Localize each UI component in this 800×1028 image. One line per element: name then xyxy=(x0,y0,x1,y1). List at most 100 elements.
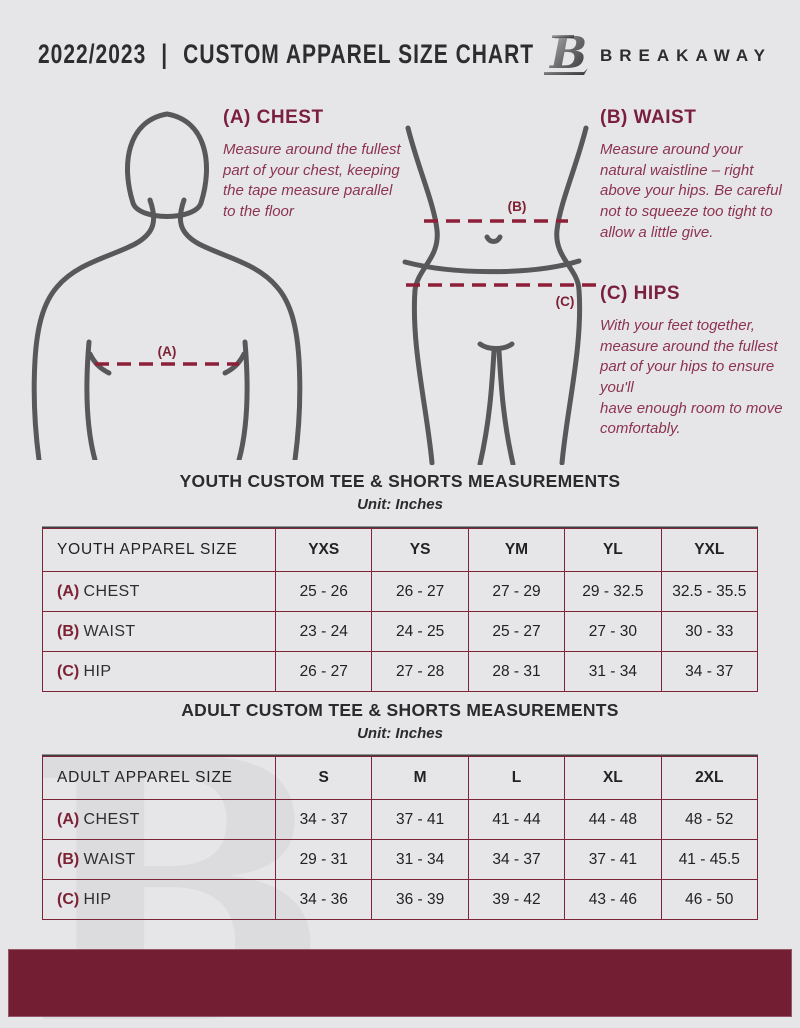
row-label: WAIST xyxy=(83,850,136,868)
row-label: HIP xyxy=(83,890,112,908)
row-key: (A) xyxy=(57,582,80,600)
cell-value: 25 - 27 xyxy=(467,611,566,652)
waist-guide-heading: (B) WAIST xyxy=(600,107,697,128)
cell-value: 37 - 41 xyxy=(564,839,662,880)
cell-value: 30 - 33 xyxy=(660,611,759,652)
adult-header-row: ADULT APPAREL SIZE S M L XL 2XL xyxy=(42,756,759,800)
row-label: HIP xyxy=(83,662,112,680)
row-key: (B) xyxy=(57,622,80,640)
title-year: 2022/2023 xyxy=(38,40,147,70)
cell-value: 43 - 46 xyxy=(564,879,662,920)
head-outline xyxy=(125,111,209,219)
cell-value: 34 - 37 xyxy=(660,651,759,692)
navel xyxy=(484,234,503,244)
cell-value: 39 - 42 xyxy=(467,879,566,920)
right-shoulder-arm xyxy=(177,197,303,460)
cell-value: 31 - 34 xyxy=(371,839,469,880)
cell-value: 29 - 32.5 xyxy=(564,571,662,612)
cell-value: 29 - 31 xyxy=(274,839,373,880)
title-divider: | xyxy=(161,40,169,70)
cell-value: 25 - 26 xyxy=(274,571,373,612)
cell-value: 37 - 41 xyxy=(371,799,469,840)
chest-marker-label: (A) xyxy=(158,344,177,359)
right-torso-outline xyxy=(554,125,589,465)
chest-guide-text: Measure around the fullest part of your … xyxy=(223,141,401,221)
chest-figure-illustration: (A) xyxy=(31,111,303,460)
row-label: CHEST xyxy=(83,810,140,828)
hips-marker-label: (C) xyxy=(556,294,575,309)
youth-unit-label: Unit: Inches xyxy=(357,496,443,513)
adult-size-table: ADULT APPAREL SIZE S M L XL 2XL (A) CHES… xyxy=(42,756,759,920)
cell-value: 44 - 48 xyxy=(564,799,662,840)
cell-value: 48 - 52 xyxy=(660,799,759,840)
left-inner-leg xyxy=(477,348,497,465)
adult-size-m: M xyxy=(371,756,469,800)
right-inner-leg xyxy=(496,348,516,465)
waist-guide-text: Measure around your natural waistline – … xyxy=(600,141,782,241)
youth-header-row: YOUTH APPAREL SIZE YXS YS YM YL YXL xyxy=(42,528,759,572)
hips-guide: (C) HIPS With your feet together, measur… xyxy=(600,283,794,440)
adult-size-2xl: 2XL xyxy=(660,756,759,800)
brand-name: BREAKAWAY xyxy=(600,46,772,65)
youth-size-ys: YS xyxy=(371,528,469,572)
cell-value: 41 - 44 xyxy=(467,799,566,840)
cell-value: 28 - 31 xyxy=(467,651,566,692)
cell-value: 27 - 28 xyxy=(371,651,469,692)
cell-value: 31 - 34 xyxy=(564,651,662,692)
table-row: (C) HIP 26 - 27 27 - 28 28 - 31 31 - 34 … xyxy=(42,651,759,692)
cell-value: 27 - 29 xyxy=(467,571,566,612)
table-row: (C) HIP 34 - 36 36 - 39 39 - 42 43 - 46 … xyxy=(42,879,759,920)
waist-hips-figure-illustration: (B) (C) xyxy=(402,125,598,465)
adult-size-s: S xyxy=(274,756,373,800)
row-key: (C) xyxy=(57,890,80,908)
row-key: (B) xyxy=(57,850,80,868)
cell-value: 27 - 30 xyxy=(564,611,662,652)
youth-size-yxs: YXS xyxy=(274,528,373,572)
cell-value: 32.5 - 35.5 xyxy=(660,571,759,612)
row-label: CHEST xyxy=(83,582,140,600)
cell-value: 23 - 24 xyxy=(274,611,373,652)
youth-size-yxl: YXL xyxy=(660,528,759,572)
adult-section-title: ADULT CUSTOM TEE & SHORTS MEASUREMENTS xyxy=(181,700,619,720)
left-armpit xyxy=(87,351,112,376)
breakaway-logo-icon: B xyxy=(544,28,588,79)
youth-size-ym: YM xyxy=(467,528,566,572)
youth-size-yl: YL xyxy=(564,528,662,572)
left-shoulder-arm xyxy=(31,197,157,460)
table-row: (A) CHEST 34 - 37 37 - 41 41 - 44 44 - 4… xyxy=(42,799,759,840)
adult-corner-label: ADULT APPAREL SIZE xyxy=(42,756,276,800)
row-key: (A) xyxy=(57,810,80,828)
youth-size-table: YOUTH APPAREL SIZE YXS YS YM YL YXL (A) … xyxy=(42,528,759,692)
youth-section-title: YOUTH CUSTOM TEE & SHORTS MEASUREMENTS xyxy=(179,471,621,491)
footer-bar xyxy=(8,949,792,1017)
cell-value: 34 - 36 xyxy=(274,879,373,920)
table-row: (A) CHEST 25 - 26 26 - 27 27 - 29 29 - 3… xyxy=(42,571,759,612)
page-title: 2022/2023 | CUSTOM APPAREL SIZE CHART xyxy=(38,40,534,71)
cell-value: 34 - 37 xyxy=(274,799,373,840)
hip-crease xyxy=(402,258,582,275)
left-torso-outline xyxy=(405,125,440,465)
row-key: (C) xyxy=(57,662,80,680)
cell-value: 26 - 27 xyxy=(274,651,373,692)
hips-guide-heading: (C) HIPS xyxy=(600,283,680,304)
cell-value: 46 - 50 xyxy=(660,879,759,920)
cell-value: 34 - 37 xyxy=(467,839,566,880)
waist-guide: (B) WAIST Measure around your natural wa… xyxy=(600,107,782,243)
cell-value: 26 - 27 xyxy=(371,571,469,612)
table-row: (B) WAIST 29 - 31 31 - 34 34 - 37 37 - 4… xyxy=(42,839,759,880)
title-text: CUSTOM APPAREL SIZE CHART xyxy=(183,40,535,70)
crotch xyxy=(477,341,515,351)
table-row: (B) WAIST 23 - 24 24 - 25 25 - 27 27 - 3… xyxy=(42,611,759,652)
adult-size-xl: XL xyxy=(564,756,662,800)
cell-value: 36 - 39 xyxy=(371,879,469,920)
cell-value: 24 - 25 xyxy=(371,611,469,652)
row-label: WAIST xyxy=(83,622,136,640)
chest-guide: (A) CHEST Measure around the fullest par… xyxy=(223,107,407,223)
youth-corner-label: YOUTH APPAREL SIZE xyxy=(42,528,276,572)
adult-size-l: L xyxy=(467,756,566,800)
waist-marker-label: (B) xyxy=(508,199,527,214)
chest-guide-heading: (A) CHEST xyxy=(223,107,324,128)
right-armpit xyxy=(222,351,247,376)
hips-guide-text: With your feet together, measure around … xyxy=(600,317,783,438)
